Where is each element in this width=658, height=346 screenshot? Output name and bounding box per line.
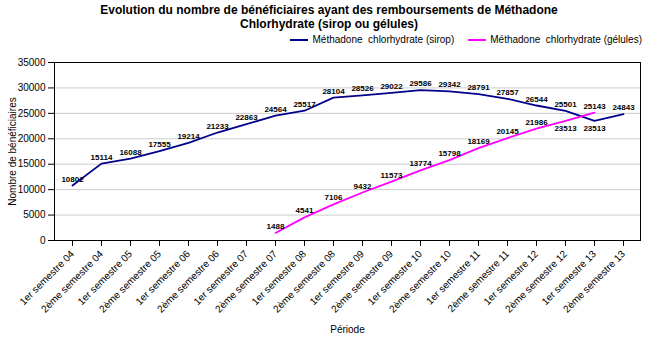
svg-text:7106: 7106 (325, 193, 343, 202)
svg-text:27857: 27857 (496, 88, 519, 97)
svg-text:10802: 10802 (61, 174, 84, 183)
svg-text:25517: 25517 (293, 100, 316, 109)
svg-text:28526: 28526 (351, 84, 374, 93)
svg-text:2ème semestre 13: 2ème semestre 13 (561, 248, 628, 315)
svg-text:22863: 22863 (235, 113, 258, 122)
svg-text:1er semestre 04: 1er semestre 04 (17, 248, 77, 307)
svg-text:10000: 10000 (18, 184, 46, 195)
svg-text:20000: 20000 (18, 133, 46, 144)
svg-text:2ème semestre 12: 2ème semestre 12 (502, 248, 570, 315)
svg-text:21233: 21233 (206, 121, 229, 130)
html-text:Méthadone chlorhydrate (gélule: Méthadone chlorhydrate (gélules) (490, 34, 642, 46)
svg-text:15798: 15798 (438, 149, 461, 158)
html-text:Evolution du nombre de bénéfic: Evolution du nombre de bénéficiaires aya… (100, 3, 558, 32)
svg-text:1er semestre 13: 1er semestre 13 (539, 248, 599, 307)
svg-text:1er semestre 07: 1er semestre 07 (191, 248, 251, 307)
svg-text:1er semestre 09: 1er semestre 09 (307, 248, 367, 307)
svg-text:25000: 25000 (18, 107, 46, 118)
svg-text:24564: 24564 (264, 104, 287, 113)
svg-text:20145: 20145 (496, 127, 519, 136)
svg-text:28104: 28104 (322, 86, 345, 95)
svg-text:1er semestre 11: 1er semestre 11 (423, 248, 483, 307)
svg-text:1488: 1488 (267, 222, 285, 231)
svg-text:1er semestre 06: 1er semestre 06 (133, 248, 193, 307)
svg-text:0: 0 (40, 234, 46, 245)
svg-text:4541: 4541 (296, 206, 314, 215)
svg-text:2ème semestre 04: 2ème semestre 04 (38, 248, 106, 315)
svg-text:23513: 23513 (554, 123, 577, 132)
svg-text:21986: 21986 (525, 117, 548, 126)
svg-text:9432: 9432 (354, 181, 372, 190)
svg-text:2ème semestre 07: 2ème semestre 07 (212, 248, 280, 315)
svg-text:19214: 19214 (177, 132, 200, 141)
svg-text:1er semestre 05: 1er semestre 05 (75, 248, 135, 307)
svg-text:1er semestre 08: 1er semestre 08 (249, 248, 309, 307)
svg-text:2ème semestre 11: 2ème semestre 11 (445, 248, 512, 314)
svg-text:17555: 17555 (148, 140, 171, 149)
svg-text:5000: 5000 (23, 209, 46, 220)
svg-text:2ème semestre 08: 2ème semestre 08 (270, 248, 338, 315)
svg-text:30000: 30000 (18, 82, 46, 93)
svg-text:15000: 15000 (18, 158, 46, 169)
svg-text:29586: 29586 (409, 79, 432, 88)
svg-text:25143: 25143 (583, 101, 606, 110)
svg-text:28791: 28791 (467, 83, 490, 92)
svg-text:1er semestre 12: 1er semestre 12 (481, 248, 541, 307)
svg-text:35000: 35000 (18, 56, 46, 67)
svg-text:1er semestre 10: 1er semestre 10 (365, 248, 425, 307)
html-text:Méthadone chlorhydrate (sirop): Méthadone chlorhydrate (sirop) (312, 34, 455, 46)
svg-text:2ème semestre 06: 2ème semestre 06 (154, 248, 222, 315)
svg-text:Nombre de bénéficiaires: Nombre de bénéficiaires (7, 97, 18, 205)
svg-text:2ème semestre 10: 2ème semestre 10 (386, 248, 454, 315)
svg-text:24843: 24843 (612, 103, 635, 112)
svg-text:15114: 15114 (91, 152, 113, 161)
svg-text:29342: 29342 (438, 80, 461, 89)
svg-text:29022: 29022 (380, 82, 403, 91)
svg-text:2ème semestre 05: 2ème semestre 05 (96, 248, 164, 315)
svg-text:26544: 26544 (525, 94, 548, 103)
svg-text:Période: Période (330, 323, 365, 334)
svg-text:25501: 25501 (554, 100, 577, 109)
svg-text:23513: 23513 (583, 123, 606, 132)
svg-text:13774: 13774 (409, 159, 432, 168)
svg-text:16088: 16088 (119, 147, 142, 156)
svg-text:11573: 11573 (381, 170, 403, 179)
svg-text:18169: 18169 (467, 137, 490, 146)
svg-text:2ème semestre 09: 2ème semestre 09 (328, 248, 396, 315)
